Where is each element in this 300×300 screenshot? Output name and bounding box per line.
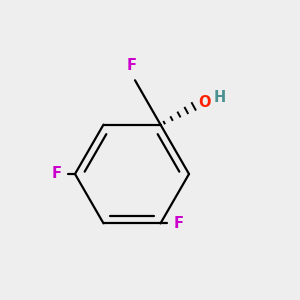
- Text: O: O: [199, 95, 211, 110]
- Text: F: F: [52, 167, 61, 182]
- Text: H: H: [213, 90, 225, 105]
- Text: F: F: [127, 58, 137, 73]
- Text: F: F: [174, 216, 184, 231]
